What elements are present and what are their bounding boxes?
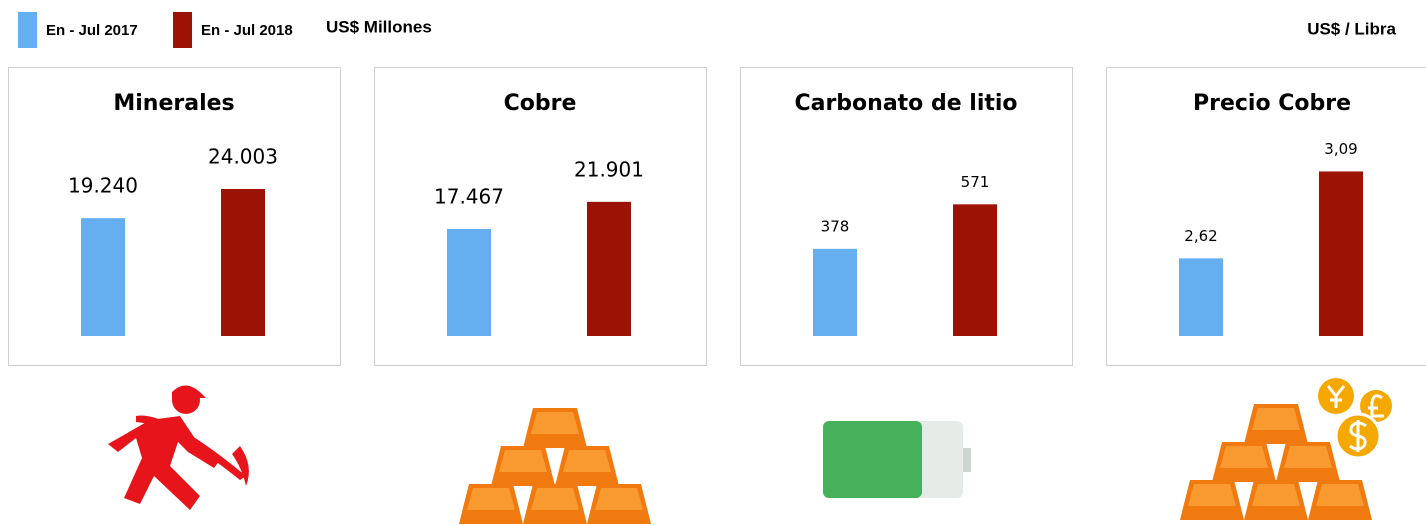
value-label: 24.003: [208, 144, 278, 168]
panel: [1106, 67, 1426, 366]
value-label: 2,62: [1184, 227, 1217, 245]
legend-label: En - Jul 2017: [46, 22, 138, 39]
bar: [587, 201, 631, 336]
unit-right: US$ / Libra: [1307, 19, 1396, 38]
gold-bars-icon: [459, 408, 651, 524]
panel-title: Carbonato de litio: [794, 91, 1017, 116]
bar: [81, 218, 125, 336]
value-label: 3,09: [1324, 140, 1357, 158]
unit-left: US$ Millones: [326, 17, 432, 36]
legend-label: En - Jul 2018: [201, 22, 293, 39]
value-label: 19.240: [68, 174, 138, 198]
panel-title: Precio Cobre: [1193, 91, 1351, 116]
panel-title: Cobre: [504, 91, 577, 116]
legend-swatch: [18, 12, 37, 48]
panel: [740, 67, 1073, 366]
value-label: 571: [961, 173, 990, 191]
legend-swatch: [173, 12, 192, 48]
bar: [1319, 171, 1363, 336]
value-label: 17.467: [434, 185, 504, 209]
bar: [953, 204, 997, 336]
bar: [221, 188, 265, 336]
battery-icon: [823, 421, 971, 498]
value-label: 21.901: [574, 157, 644, 181]
gold-money-icon: [1180, 378, 1392, 520]
panel-title: Minerales: [113, 91, 234, 116]
bar: [813, 248, 857, 336]
value-label: 378: [821, 217, 850, 235]
miner-icon: [108, 385, 249, 510]
bar: [1179, 258, 1223, 336]
panel: [374, 67, 707, 366]
panel: [8, 67, 341, 366]
bar: [447, 229, 491, 336]
